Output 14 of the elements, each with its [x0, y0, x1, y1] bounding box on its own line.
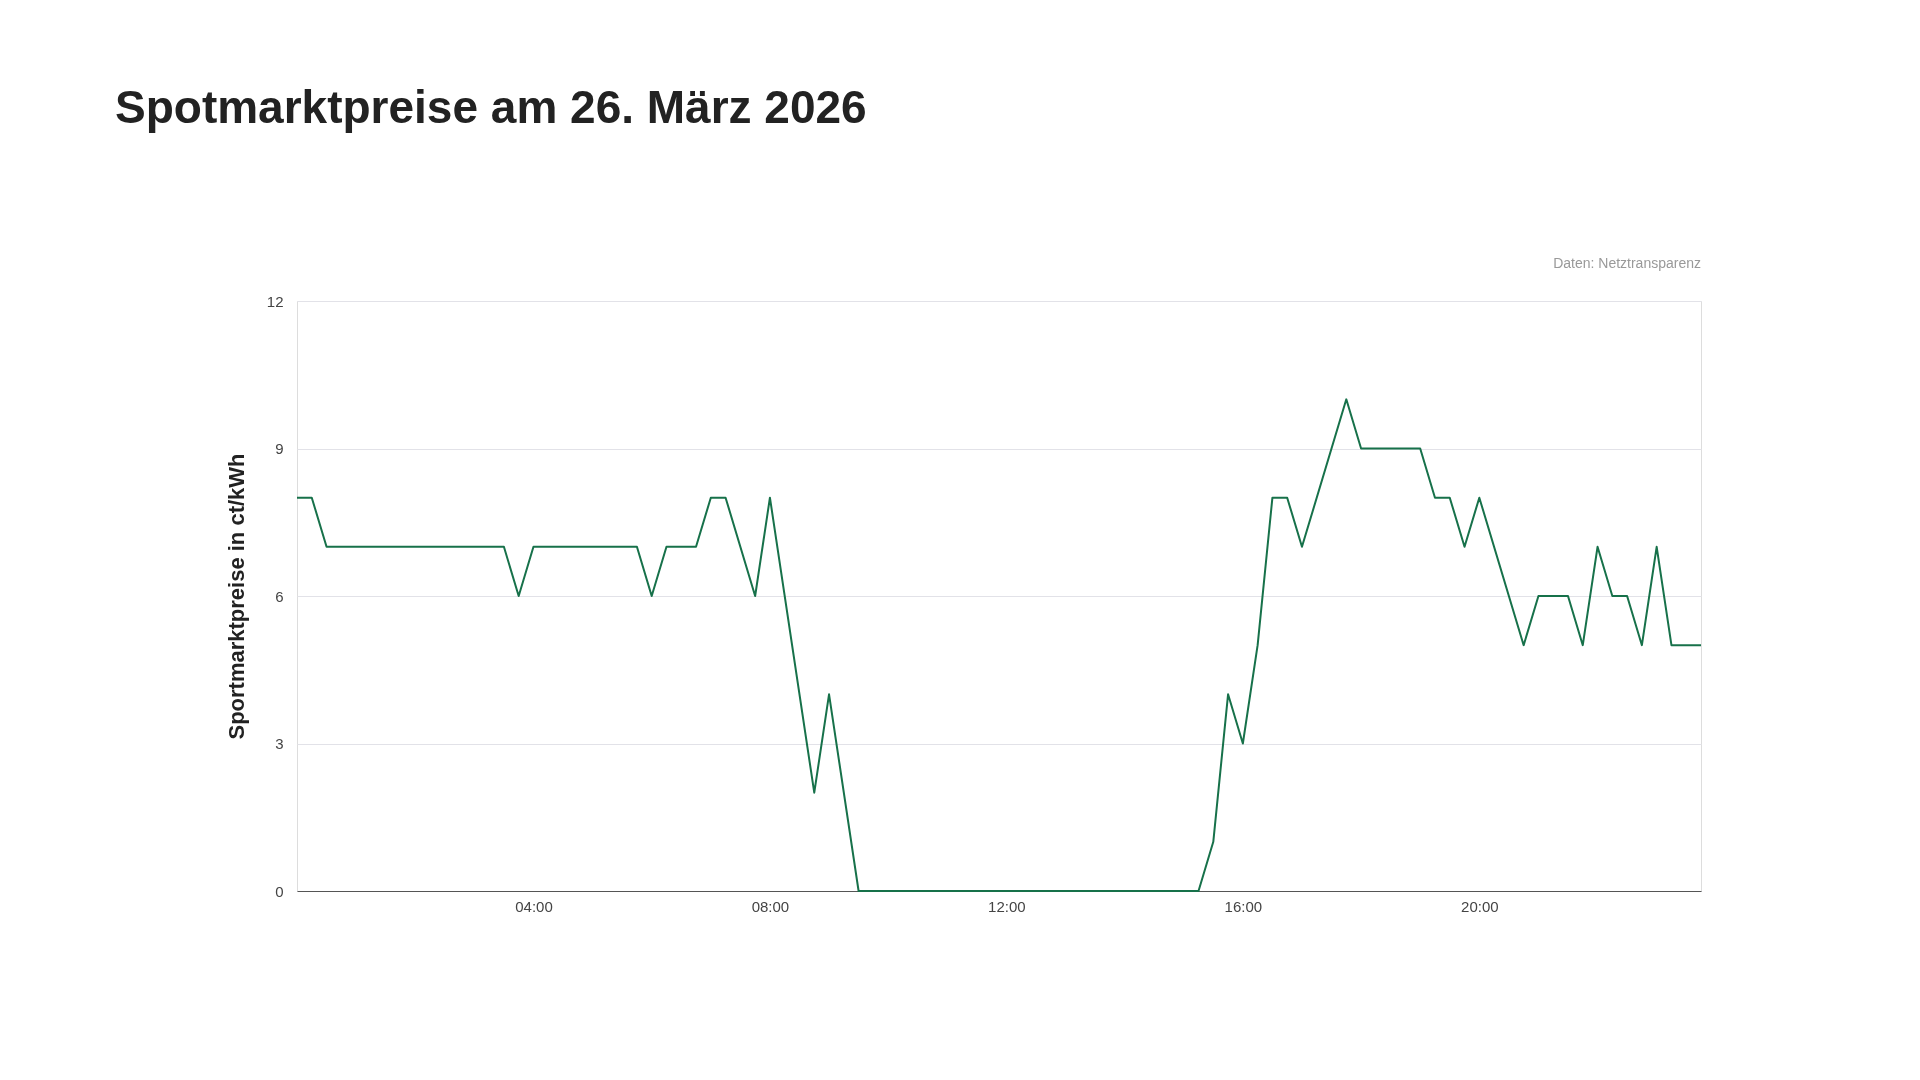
x-tick-label: 04:00 [515, 897, 553, 915]
chart-title: Spotmarktpreise am 26. März 2026 [115, 81, 867, 133]
line-series [296, 398, 1702, 892]
y-tick-label: 6 [275, 587, 284, 605]
y-tick-label: 12 [266, 292, 284, 310]
text: Daten: Netztransparenz [1553, 255, 1701, 271]
y-tick-label: 0 [275, 882, 284, 900]
x-tick-label: 12:00 [988, 897, 1026, 915]
x-tick-label: 08:00 [751, 897, 790, 915]
y-tick-label: 9 [275, 440, 284, 457]
y-axis-title: Sportmarktpreise in ct/kWh [223, 453, 249, 740]
y-tick-label: 3 [275, 735, 284, 752]
x-tick-label: 20:00 [1461, 897, 1499, 915]
x-tick-label: 16:00 [1224, 897, 1263, 915]
